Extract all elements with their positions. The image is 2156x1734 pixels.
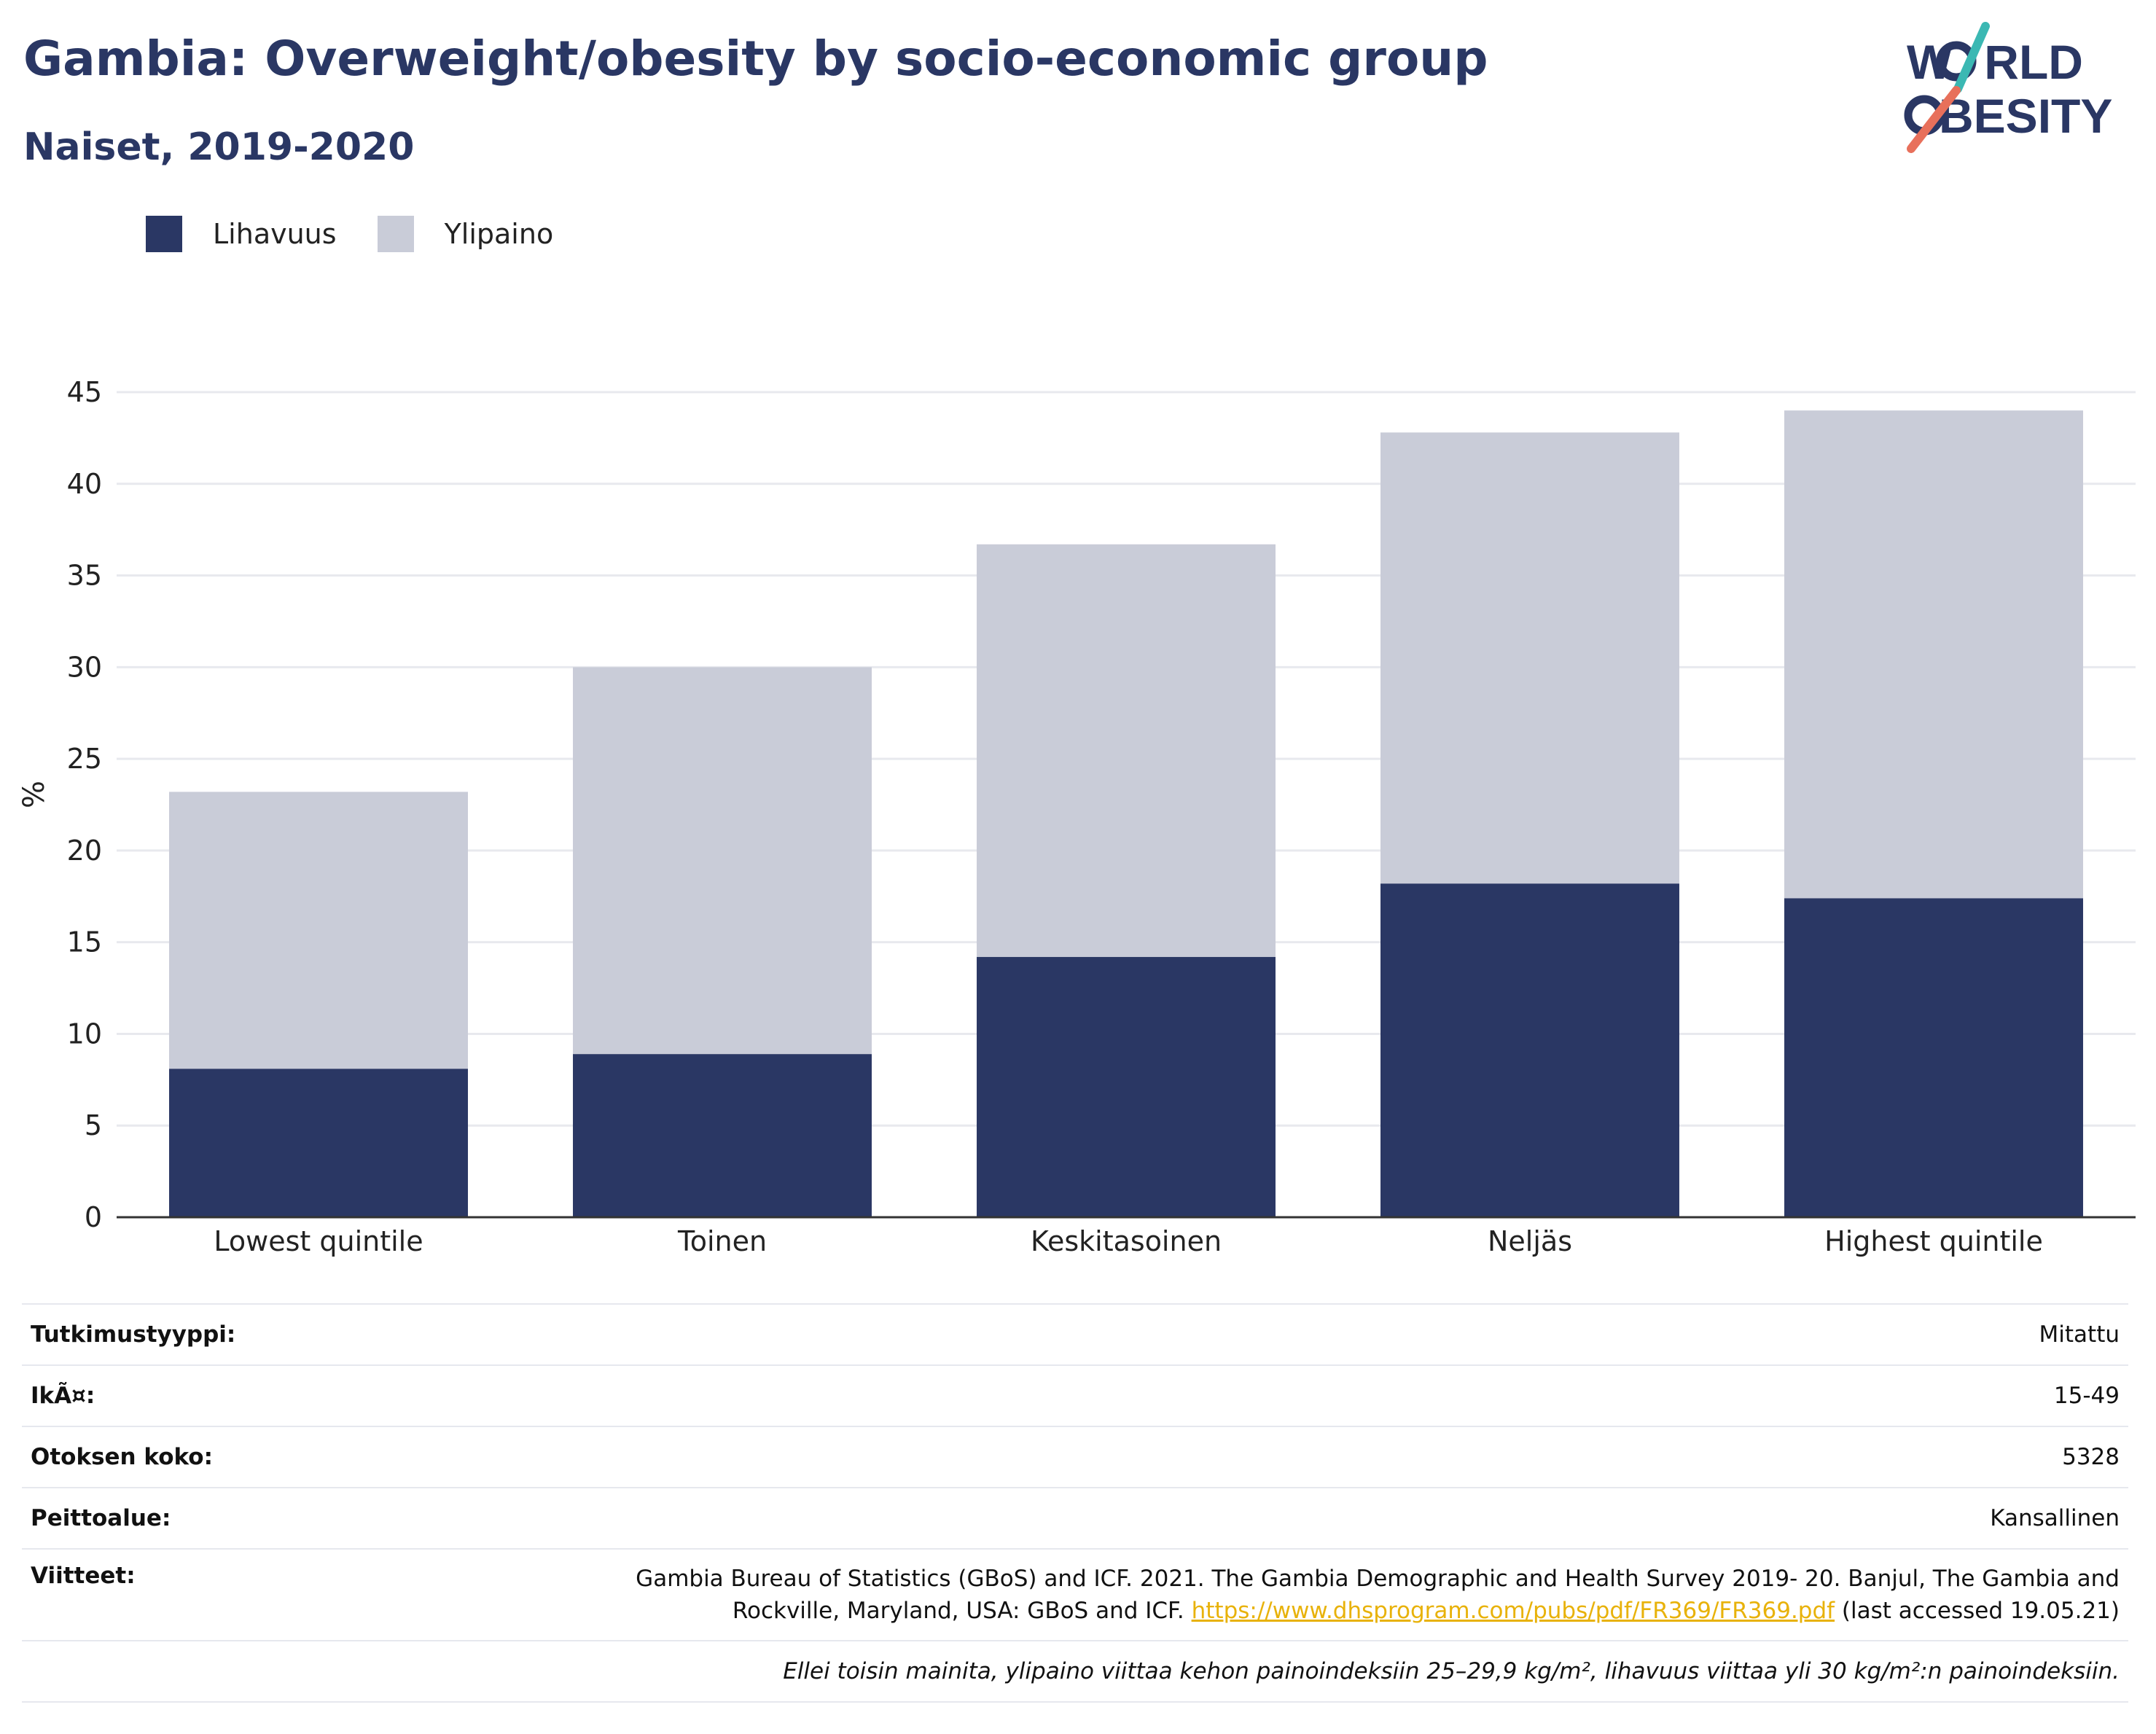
references-link[interactable]: https://www.dhsprogram.com/pubs/pdf/FR36… — [1191, 1598, 1835, 1624]
bars — [169, 410, 2083, 1217]
info-row-age: IkÃ¤: 15-49 — [22, 1364, 2128, 1426]
bar-lihavuus-5[interactable] — [1784, 898, 2083, 1217]
sample-size-value: 5328 — [2062, 1444, 2120, 1470]
legend-label-lihavuus: Lihavuus — [213, 218, 337, 250]
legend-item-lihavuus[interactable]: Lihavuus — [146, 216, 337, 252]
legend-swatch-lihavuus — [146, 216, 182, 252]
legend-label-ylipaino: Ylipaino — [444, 218, 554, 250]
sample-size-label: Otoksen koko: — [31, 1444, 213, 1470]
chart-title: Gambia: Overweight/obesity by socio-econ… — [23, 31, 1488, 87]
bar-lihavuus-2[interactable] — [573, 1054, 872, 1217]
references-line-2-start: Rockville, Maryland, USA: GBoS and ICF. — [732, 1598, 1192, 1624]
y-tick-label: 40 — [67, 468, 102, 500]
bar-ylipaino-3[interactable] — [977, 544, 1276, 957]
info-row-note: Ellei toisin mainita, ylipaino viittaa k… — [22, 1640, 2128, 1703]
svg-text:BESITY: BESITY — [1939, 89, 2112, 143]
chart-legend: Lihavuus Ylipaino — [146, 216, 594, 252]
references-value: Gambia Bureau of Statistics (GBoS) and I… — [636, 1563, 2120, 1627]
x-tick-label: Neljäs — [1488, 1225, 1572, 1257]
info-row-references: Viitteet: Gambia Bureau of Statistics (G… — [22, 1548, 2128, 1640]
bar-chart: 0 5 10 15 20 25 30 35 40 45 Lowest quintile Toinen… — [17, 376, 2136, 1257]
bar-ylipaino-1[interactable] — [169, 792, 468, 1069]
y-tick-label: 10 — [67, 1018, 102, 1050]
x-tick-label: Toinen — [677, 1225, 767, 1257]
x-tick-label: Lowest quintile — [214, 1225, 423, 1257]
y-tick-label: 25 — [67, 743, 102, 775]
study-type-label: Tutkimustyyppi: — [31, 1321, 236, 1348]
y-axis-ticks: 0 5 10 15 20 25 30 35 40 45 — [67, 376, 102, 1233]
bar-ylipaino-4[interactable] — [1380, 432, 1679, 884]
bar-ylipaino-5[interactable] — [1784, 410, 2083, 899]
bar-lihavuus-3[interactable] — [977, 956, 1276, 1217]
y-axis-label: % — [17, 781, 51, 808]
world-obesity-logo: W RLD BESITY — [1904, 22, 2112, 153]
references-line-2-end: (last accessed 19.05.21) — [1835, 1598, 2120, 1624]
bar-lihavuus-1[interactable] — [169, 1069, 468, 1217]
study-type-value: Mitattu — [2039, 1321, 2120, 1348]
bar-ylipaino-2[interactable] — [573, 667, 872, 1055]
x-axis-ticks: Lowest quintile Toinen Keskitasoinen Neljäs… — [214, 1225, 2042, 1257]
info-row-study-type: Tutkimustyyppi: Mitattu — [22, 1303, 2128, 1364]
x-tick-label: Highest quintile — [1824, 1225, 2043, 1257]
references-line-1: Gambia Bureau of Statistics (GBoS) and I… — [636, 1566, 2120, 1592]
age-label: IkÃ¤: — [31, 1383, 95, 1409]
y-tick-label: 35 — [67, 560, 102, 592]
bar-lihavuus-4[interactable] — [1380, 883, 1679, 1217]
y-tick-label: 0 — [85, 1201, 102, 1233]
coverage-label: Peittoalue: — [31, 1505, 171, 1531]
chart-subtitle: Naiset, 2019-2020 — [23, 125, 415, 169]
legend-swatch-ylipaino — [377, 216, 414, 252]
legend-item-ylipaino[interactable]: Ylipaino — [377, 216, 554, 252]
definition-note: Ellei toisin mainita, ylipaino viittaa k… — [783, 1658, 2120, 1684]
coverage-value: Kansallinen — [1990, 1505, 2120, 1531]
y-tick-label: 15 — [67, 926, 102, 958]
info-row-sample-size: Otoksen koko: 5328 — [22, 1426, 2128, 1487]
x-tick-label: Keskitasoinen — [1031, 1225, 1222, 1257]
age-value: 15-49 — [2053, 1383, 2120, 1409]
y-tick-label: 30 — [67, 651, 102, 683]
y-tick-label: 5 — [85, 1109, 102, 1141]
y-tick-label: 20 — [67, 835, 102, 867]
info-table: Tutkimustyyppi: Mitattu IkÃ¤: 15-49 Otok… — [22, 1303, 2128, 1703]
y-tick-label: 45 — [67, 376, 102, 408]
info-row-coverage: Peittoalue: Kansallinen — [22, 1487, 2128, 1548]
references-label: Viitteet: — [31, 1563, 136, 1589]
